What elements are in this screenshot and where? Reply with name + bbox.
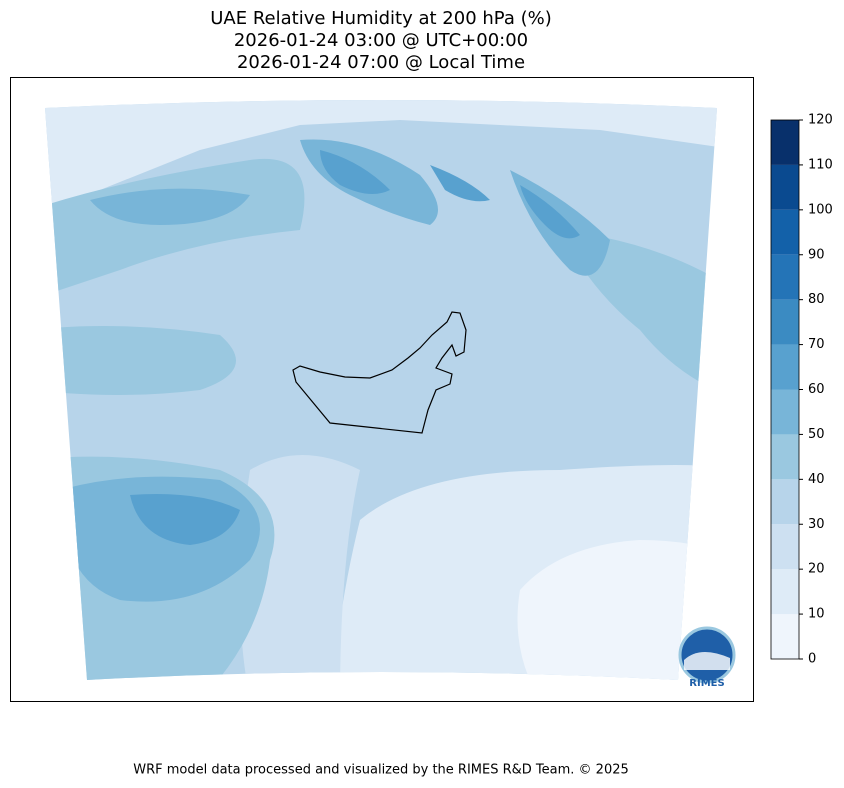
colorbar-tick-label: 10	[808, 607, 825, 622]
colorbar-tick-label: 30	[808, 517, 825, 532]
colorbar-bin	[771, 434, 799, 480]
colorbar-bin	[771, 569, 799, 615]
colorbar-bin	[771, 254, 799, 300]
footer: WRF model data processed and visualized …	[133, 763, 629, 778]
colorbar-tick-label: 80	[808, 292, 825, 307]
colorbar-tick-label: 70	[808, 337, 825, 352]
colorbar-bin	[771, 164, 799, 210]
uae-outline	[292, 311, 467, 434]
contour-region	[520, 185, 580, 239]
colorbar-bin	[771, 344, 799, 390]
colorbar: 0 10 20 30 40 50 60 70 80 90 100 110 120	[770, 113, 833, 667]
colorbar-bin	[771, 614, 799, 659]
contour-region	[560, 230, 717, 400]
colorbar-bin	[771, 209, 799, 255]
colorbar-bin	[771, 389, 799, 435]
contour-region	[320, 150, 390, 194]
colorbar-tick-label: 120	[808, 113, 833, 128]
contour-region	[45, 326, 236, 395]
colorbar-tick-label: 90	[808, 247, 825, 262]
contour-region	[130, 494, 240, 545]
colorbar-tick-label: 40	[808, 472, 825, 487]
colorbar-bin	[771, 299, 799, 345]
colorbar-tick-label: 110	[808, 157, 833, 172]
colorbar-bin	[771, 479, 799, 525]
title: UAE Relative Humidity at 200 hPa (%)	[210, 8, 551, 29]
humidity-field	[45, 100, 717, 680]
logo-text: RIMES	[689, 678, 724, 689]
colorbar-bin	[771, 120, 799, 165]
colorbar-tick-label: 100	[808, 202, 833, 217]
contour-region	[430, 165, 490, 202]
contour-region	[45, 100, 717, 210]
map-frame	[10, 77, 754, 702]
colorbar-tick-label: 20	[808, 562, 825, 577]
colorbar-tick-label: 50	[808, 427, 825, 442]
colorbar-tick-label: 0	[808, 652, 816, 667]
colorbar-tick-label: 60	[808, 382, 825, 397]
subtitle: 2026-01-24 03:00 @ UTC+00:00	[234, 30, 528, 51]
subtitle: 2026-01-24 07:00 @ Local Time	[237, 52, 525, 73]
logo: RIMES	[678, 626, 736, 689]
colorbar-bin	[771, 524, 799, 570]
contour-region	[90, 188, 250, 225]
